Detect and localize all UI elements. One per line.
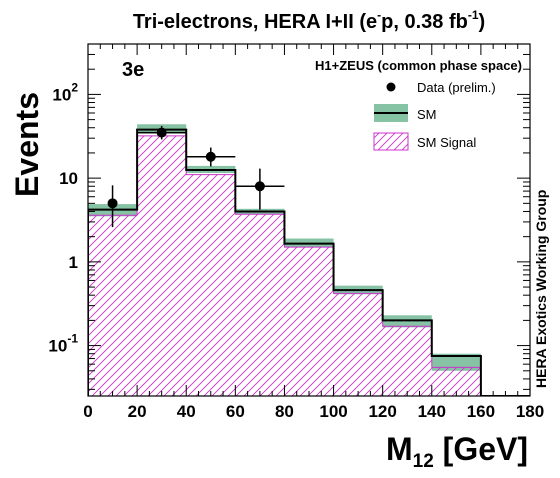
y-tick-label: 10	[59, 169, 78, 188]
signal-bar	[235, 214, 285, 396]
legend-signal-label: SM Signal	[417, 135, 476, 150]
signal-bar	[284, 247, 334, 396]
x-tick-label: 140	[418, 402, 446, 421]
y-tick-label: 102	[52, 80, 78, 104]
y-tick-label: 1	[69, 253, 78, 272]
chart-title: Tri-electrons, HERA I+II (e-p, 0.38 fb-1…	[133, 8, 485, 33]
sm-step-line	[88, 128, 530, 396]
signal-bar	[186, 174, 236, 396]
signal-bar	[137, 135, 187, 396]
y-axis-label: Events	[9, 92, 45, 197]
legend-sm-label: SM	[417, 107, 437, 122]
data-points	[107, 125, 285, 228]
x-axis-ticks: 0 20 40 60 80 100 120 140 160 180	[83, 44, 544, 421]
legend-signal-swatch	[373, 132, 409, 151]
y-axis-ticks: 10-1 1 10 102	[48, 43, 530, 390]
x-tick-label: 40	[177, 402, 196, 421]
x-tick-label: 80	[275, 402, 294, 421]
side-label: HERA Exotics Working Group	[533, 190, 549, 388]
x-tick-label: 0	[83, 402, 92, 421]
x-tick-label: 180	[516, 402, 544, 421]
analysis-label: H1+ZEUS (common phase space)	[315, 58, 522, 73]
data-point	[254, 181, 265, 192]
channel-label: 3e	[122, 59, 144, 81]
x-tick-label: 120	[368, 402, 396, 421]
signal-bar	[382, 326, 432, 396]
x-tick-label: 160	[467, 402, 495, 421]
x-tick-label: 20	[128, 402, 147, 421]
data-point	[156, 127, 167, 138]
signal-bar	[88, 215, 138, 396]
x-tick-label: 100	[319, 402, 347, 421]
data-point	[107, 198, 118, 209]
x-axis-label: M12 [GeV]	[386, 431, 528, 472]
sm-signal-histogram	[88, 135, 482, 396]
y-tick-label: 10-1	[48, 332, 78, 356]
legend-data-label: Data (prelim.)	[417, 80, 496, 95]
sm-band-bin	[431, 353, 481, 371]
sm-histogram-line	[88, 128, 530, 396]
signal-bar	[333, 293, 383, 396]
x-tick-label: 60	[226, 402, 245, 421]
legend: Data (prelim.) SM SM Signal	[373, 80, 496, 151]
legend-data-marker	[386, 82, 396, 92]
data-point	[205, 151, 216, 162]
